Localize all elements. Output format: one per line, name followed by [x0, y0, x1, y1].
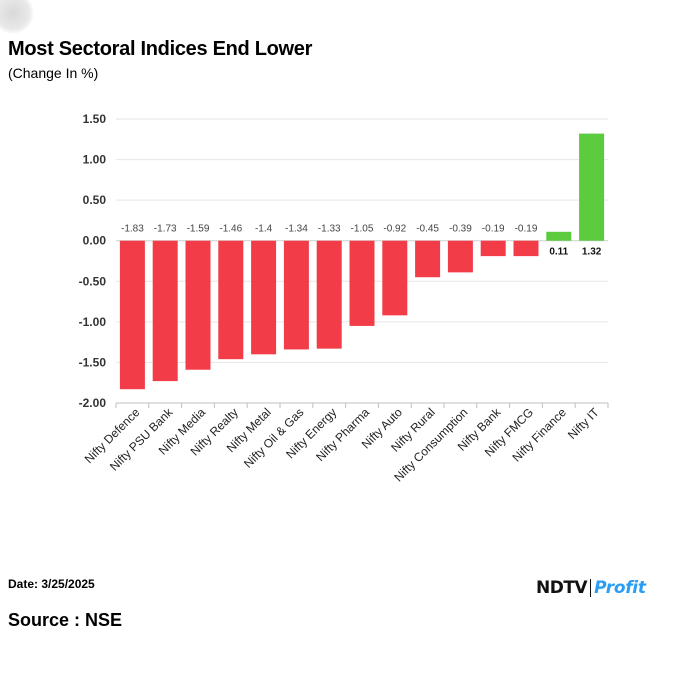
bar — [546, 231, 572, 241]
data-label: -1.83 — [121, 224, 144, 235]
y-tick-label: -1.00 — [79, 315, 107, 329]
data-label: -1.46 — [219, 224, 242, 235]
data-label: -0.92 — [383, 224, 406, 235]
y-tick-label: -0.50 — [79, 274, 107, 288]
data-label: -1.73 — [154, 224, 177, 235]
y-tick-label: 1.50 — [83, 112, 107, 126]
data-label: -1.34 — [285, 224, 308, 235]
bar — [316, 240, 342, 349]
y-tick-label: -2.00 — [79, 396, 107, 410]
bar-chart: 1.50 1.00 0.50 0.00 -0.50 -1.00 -1.50 -2.00 -1.8… — [79, 112, 609, 484]
bar — [152, 240, 178, 382]
bar — [382, 240, 408, 316]
bar — [447, 240, 473, 273]
bar — [218, 240, 244, 360]
bar — [480, 240, 506, 257]
x-tick-label: Nifty Defence — [82, 405, 143, 466]
y-tick-label: 0.50 — [83, 193, 107, 207]
data-label: 0.11 — [549, 247, 568, 258]
date-label: Date: 3/25/2025 — [8, 577, 95, 591]
bar — [283, 240, 309, 350]
chart-subtitle: (Change In %) — [8, 65, 99, 81]
bar — [251, 240, 277, 355]
data-label: -1.33 — [318, 224, 341, 235]
data-label: -0.19 — [515, 224, 538, 235]
data-label: -0.19 — [482, 224, 505, 235]
bar — [349, 240, 375, 326]
data-label: -1.4 — [255, 224, 273, 235]
logo-profit-text: Profit — [594, 578, 646, 598]
logo-ndtv-text: NDTV — [536, 578, 588, 598]
x-tick-label: Nifty IT — [565, 405, 602, 442]
bar — [119, 240, 145, 390]
data-label: -0.39 — [449, 224, 472, 235]
chart-title: Most Sectoral Indices End Lower — [8, 38, 313, 60]
bar — [185, 240, 211, 370]
data-label: -0.45 — [416, 224, 439, 235]
data-label: -1.59 — [187, 224, 210, 235]
y-tick-label: 1.00 — [83, 153, 107, 167]
bar — [513, 240, 539, 257]
data-label: 1.32 — [582, 247, 602, 258]
logo-separator — [590, 579, 592, 597]
y-tick-label: 0.00 — [83, 234, 107, 248]
bar — [415, 240, 441, 278]
source-label: Source : NSE — [8, 610, 123, 630]
y-tick-label: -1.50 — [79, 355, 107, 369]
bar — [579, 133, 605, 241]
data-label: -1.05 — [351, 224, 374, 235]
ndtv-profit-logo: NDTV Profit — [536, 576, 646, 600]
